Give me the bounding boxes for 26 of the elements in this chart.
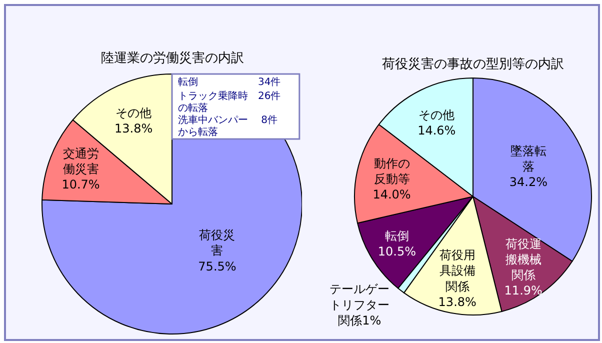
data-label: 13.8% [114, 122, 153, 136]
data-label: 34.2% [509, 175, 548, 190]
slice-label: 墜落転落 [510, 144, 546, 174]
data-label: 13.8% [438, 294, 476, 309]
slice-label: 動作の反動等 [374, 156, 410, 186]
slice-label: テールゲートリフター関係1% [330, 282, 390, 328]
slice-label: 交通労働災害 [62, 146, 99, 176]
data-label: 11.9% [504, 284, 542, 298]
chart-title: 陸運業の労働災害の内訳 [101, 50, 244, 66]
data-label: 14.0% [372, 187, 411, 202]
data-label: 75.5% [198, 259, 236, 274]
text: トラック乗降時 26件 [178, 90, 281, 102]
slice-label: 転倒 [384, 228, 409, 243]
text: 転倒 34件 [178, 77, 281, 88]
chart-title: 荷役災害の事故の型別等の内訳 [382, 56, 564, 72]
data-label: 10.7% [62, 177, 100, 192]
slice-label: 荷役災害 [199, 228, 236, 258]
text: から転落 [178, 126, 218, 138]
data-label: 10.5% [378, 244, 416, 259]
slice-label: その他 [418, 108, 455, 122]
text: 洗車中バンパー 8件 [178, 114, 278, 126]
text: の転落 [178, 102, 208, 114]
slice-label: 荷役用具設備関係 [439, 248, 476, 294]
data-label: 14.6% [418, 124, 456, 138]
slice-label: その他 [116, 106, 152, 120]
slice-label: 荷役運搬機械関係 [505, 236, 542, 282]
